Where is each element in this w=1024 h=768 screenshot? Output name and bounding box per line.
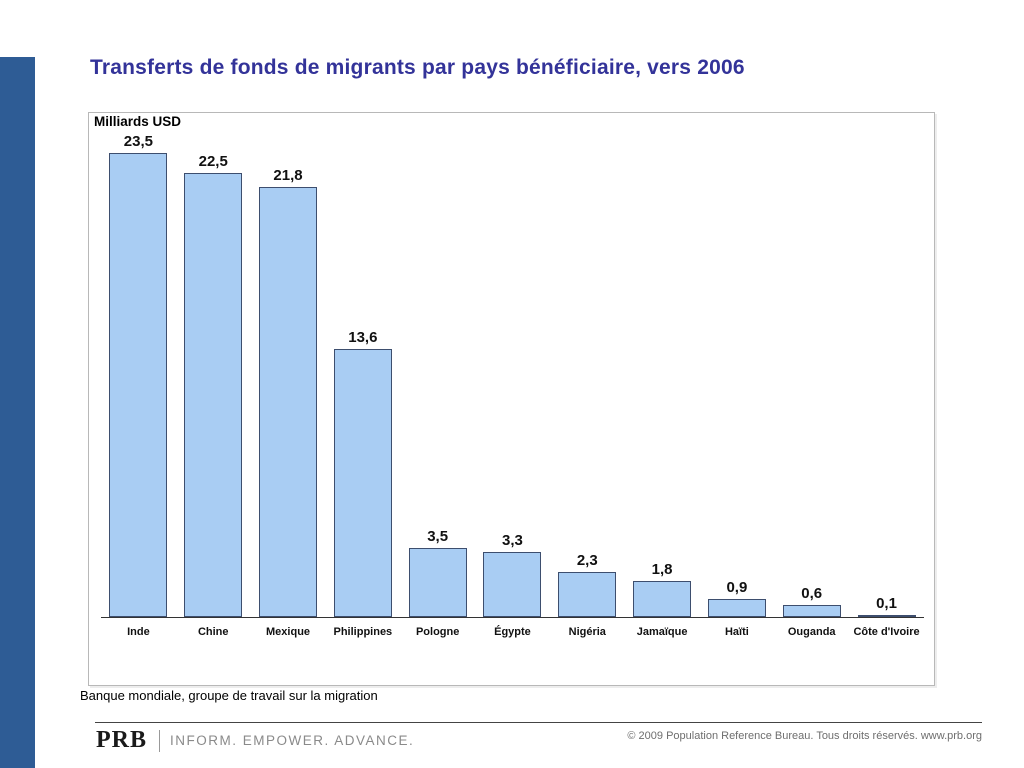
category-label: Ouganda	[787, 626, 836, 638]
bar-column: 21,8	[251, 113, 326, 617]
bar-column: 0,6	[774, 113, 849, 617]
category-label: Égypte	[494, 626, 531, 638]
bar-column: 3,3	[475, 113, 550, 617]
category-label: Pologne	[415, 626, 460, 638]
footer-branding: PRB INFORM. EMPOWER. ADVANCE.	[96, 727, 414, 754]
left-accent-bar	[0, 57, 35, 768]
logo-tagline-separator	[159, 729, 160, 752]
category-label: Nigéria	[568, 626, 606, 638]
category-axis: Inde Chine Mexique Philippines Pologne Égypte…	[101, 626, 924, 638]
bar-column: 2,3	[550, 113, 625, 617]
category-label: Côte d'Ivoire	[853, 626, 920, 638]
category-label: Haïti	[724, 626, 749, 638]
bar-value-label: 13,6	[348, 329, 378, 346]
bar	[333, 349, 392, 617]
bar-value-label: 0,6	[801, 585, 823, 602]
category-label: Philippines	[333, 626, 393, 638]
bar	[558, 572, 617, 617]
bar	[408, 548, 467, 617]
bar-column: 13,6	[325, 113, 400, 617]
source-note: Banque mondiale, groupe de travail sur l…	[80, 688, 378, 703]
remittances-bar-chart: Milliards USD 23,5 22,5 21,8 13,6 3,5 3,3 2,3 1…	[88, 112, 935, 686]
bar-value-label: 0,9	[726, 579, 748, 596]
bar-value-label: 22,5	[198, 153, 228, 170]
bar	[857, 615, 916, 617]
slide-title: Transferts de fonds de migrants par pays…	[90, 56, 745, 79]
bar-column: 23,5	[101, 113, 176, 617]
prb-logo: PRB	[96, 727, 147, 753]
bar-value-label: 2,3	[576, 552, 598, 569]
bar-column: 22,5	[176, 113, 251, 617]
category-label: Jamaïque	[636, 626, 688, 638]
category-label: Chine	[197, 626, 229, 638]
bar-column: 0,9	[700, 113, 775, 617]
y-axis-unit-label: Milliards USD	[94, 114, 182, 129]
bar-value-label: 3,5	[427, 528, 449, 545]
bar-column: 0,1	[849, 113, 924, 617]
bar	[782, 605, 841, 617]
bar	[109, 153, 168, 617]
category-label: Mexique	[266, 626, 311, 638]
bar-column: 3,5	[400, 113, 475, 617]
footer-copyright: © 2009 Population Reference Bureau. Tous…	[627, 730, 982, 742]
bar	[259, 187, 318, 617]
plot-area: 23,5 22,5 21,8 13,6 3,5 3,3 2,3 1,8 0,9 0,6 0,1	[101, 113, 924, 618]
bar	[707, 599, 766, 617]
bar	[633, 581, 692, 617]
footer-tagline: INFORM. EMPOWER. ADVANCE.	[170, 733, 415, 748]
footer-divider-line	[95, 722, 982, 723]
bar-value-label: 3,3	[502, 532, 523, 549]
bar-value-label: 21,8	[273, 167, 303, 184]
bar-value-label: 1,8	[651, 561, 673, 578]
bar	[483, 552, 542, 617]
bar-value-label: 23,5	[123, 133, 153, 150]
bar	[184, 173, 243, 617]
category-label: Inde	[127, 626, 150, 638]
bar-column: 1,8	[625, 113, 700, 617]
bar-value-label: 0,1	[876, 595, 897, 612]
